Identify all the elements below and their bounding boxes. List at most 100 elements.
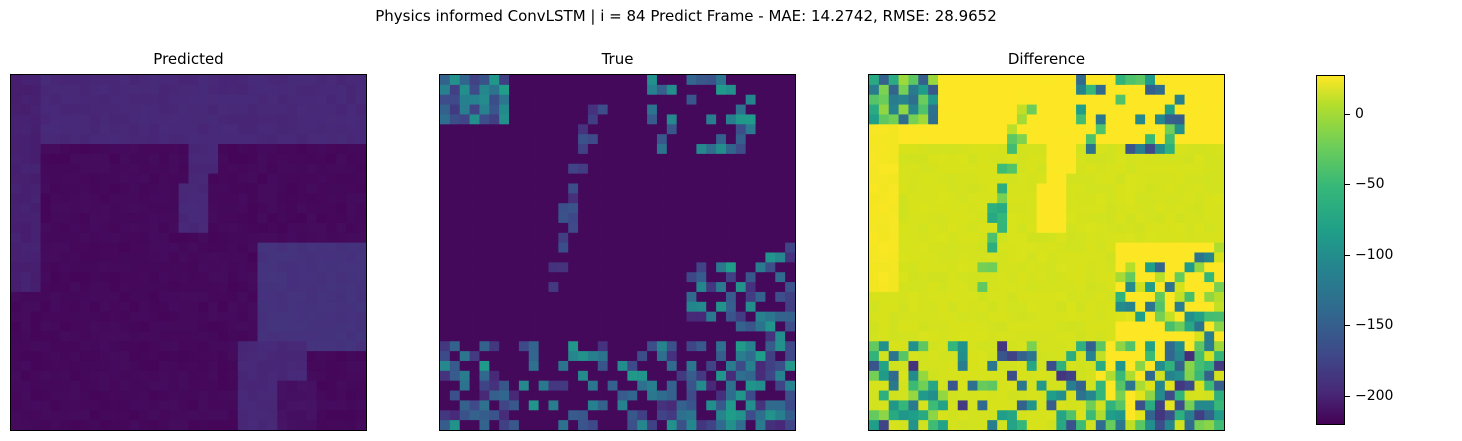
heatmap-cell bbox=[928, 311, 939, 323]
heatmap-cell bbox=[706, 242, 717, 254]
heatmap-cell bbox=[119, 360, 130, 372]
heatmap-cell bbox=[109, 400, 121, 411]
heatmap-cell bbox=[1076, 134, 1087, 145]
heatmap-cell bbox=[60, 351, 71, 362]
heatmap-cell bbox=[1184, 232, 1196, 244]
heatmap-cell bbox=[1135, 262, 1146, 273]
heatmap-cell bbox=[977, 173, 988, 185]
heatmap-cell bbox=[356, 114, 366, 125]
heatmap-cell bbox=[499, 252, 510, 263]
heatmap-cell bbox=[30, 144, 42, 155]
heatmap-cell bbox=[775, 252, 786, 263]
heatmap-cell bbox=[80, 153, 91, 165]
heatmap-cell bbox=[869, 272, 880, 283]
heatmap-cell bbox=[977, 94, 988, 106]
heatmap-cell bbox=[198, 173, 209, 185]
heatmap-cell bbox=[647, 420, 658, 430]
heatmap-cell bbox=[208, 291, 219, 303]
heatmap-cell bbox=[637, 370, 648, 382]
heatmap-cell bbox=[918, 213, 929, 224]
heatmap-cell bbox=[178, 301, 190, 313]
heatmap-cell bbox=[277, 114, 288, 125]
heatmap-cell bbox=[356, 193, 366, 204]
heatmap-cell bbox=[316, 232, 328, 244]
heatmap-cell bbox=[459, 213, 471, 224]
heatmap-cell bbox=[647, 301, 658, 313]
heatmap-cell bbox=[1174, 144, 1186, 155]
heatmap-cell bbox=[696, 75, 707, 86]
heatmap-cell bbox=[928, 84, 939, 96]
heatmap-cell bbox=[716, 84, 727, 96]
heatmap-cell bbox=[1036, 104, 1048, 116]
heatmap-cell bbox=[70, 222, 81, 234]
heatmap-cell bbox=[1046, 173, 1057, 185]
heatmap-cell bbox=[20, 360, 32, 372]
heatmap-cell bbox=[928, 410, 939, 421]
heatmap-cell bbox=[1115, 380, 1126, 392]
heatmap-cell bbox=[735, 400, 747, 411]
heatmap-cell bbox=[647, 183, 658, 194]
heatmap-cell bbox=[459, 193, 471, 204]
heatmap-cell bbox=[967, 321, 979, 332]
heatmap-cell bbox=[1046, 203, 1057, 214]
heatmap-cell bbox=[686, 222, 697, 234]
heatmap-cell bbox=[479, 134, 490, 145]
heatmap-cell bbox=[80, 282, 91, 293]
heatmap-cell bbox=[139, 400, 150, 411]
heatmap-cell bbox=[99, 183, 111, 194]
heatmap-cell bbox=[1066, 370, 1077, 382]
heatmap-cell bbox=[637, 282, 648, 293]
heatmap-cell bbox=[1036, 94, 1048, 106]
heatmap-cell bbox=[627, 75, 638, 86]
heatmap-cell bbox=[277, 94, 288, 106]
heatmap-cell bbox=[40, 380, 52, 392]
heatmap-cell bbox=[518, 232, 530, 244]
heatmap-cell bbox=[918, 193, 929, 204]
heatmap-cell bbox=[139, 173, 150, 185]
heatmap-cell bbox=[188, 124, 199, 135]
heatmap-cell bbox=[666, 104, 678, 116]
heatmap-cell bbox=[30, 370, 42, 382]
heatmap-cell bbox=[1076, 400, 1087, 411]
heatmap-cell bbox=[1194, 242, 1205, 254]
heatmap-cell bbox=[336, 420, 347, 430]
heatmap-cell bbox=[346, 242, 357, 254]
heatmap-cell bbox=[326, 410, 338, 421]
heatmap-cell bbox=[967, 193, 979, 204]
heatmap-cell bbox=[1036, 262, 1048, 273]
heatmap-cell bbox=[11, 232, 22, 244]
heatmap-cell bbox=[647, 153, 658, 165]
heatmap-cell bbox=[1125, 124, 1136, 135]
heatmap-cell bbox=[158, 351, 170, 362]
heatmap-cell bbox=[1046, 252, 1057, 263]
heatmap-cell bbox=[938, 262, 949, 273]
heatmap-cell bbox=[957, 301, 969, 313]
heatmap-cell bbox=[316, 203, 328, 214]
heatmap-cell bbox=[938, 183, 949, 194]
heatmap-cell bbox=[1154, 272, 1166, 283]
heatmap-cell bbox=[987, 94, 998, 106]
heatmap-cell bbox=[1046, 311, 1057, 323]
heatmap-cell bbox=[267, 84, 278, 96]
heatmap-cell bbox=[1095, 331, 1107, 342]
heatmap-cell bbox=[479, 213, 490, 224]
heatmap-cell bbox=[785, 124, 795, 135]
heatmap-cell bbox=[617, 75, 628, 86]
heatmap-cell bbox=[11, 301, 22, 313]
heatmap-cell bbox=[918, 232, 929, 244]
heatmap-cell bbox=[306, 291, 318, 303]
heatmap-cell bbox=[1105, 301, 1117, 313]
heatmap-cell bbox=[218, 173, 229, 185]
heatmap-cell bbox=[326, 341, 338, 352]
heatmap-cell bbox=[139, 380, 150, 392]
heatmap-cell bbox=[119, 262, 130, 273]
heatmap-cell bbox=[1026, 232, 1038, 244]
heatmap-cell bbox=[869, 252, 880, 263]
heatmap-cell bbox=[109, 301, 121, 313]
heatmap-cell bbox=[538, 380, 550, 392]
heatmap-cell bbox=[129, 163, 140, 175]
heatmap-cell bbox=[617, 173, 628, 185]
heatmap-cell bbox=[336, 410, 347, 421]
heatmap-cell bbox=[878, 124, 890, 135]
heatmap-cell bbox=[1135, 114, 1146, 125]
